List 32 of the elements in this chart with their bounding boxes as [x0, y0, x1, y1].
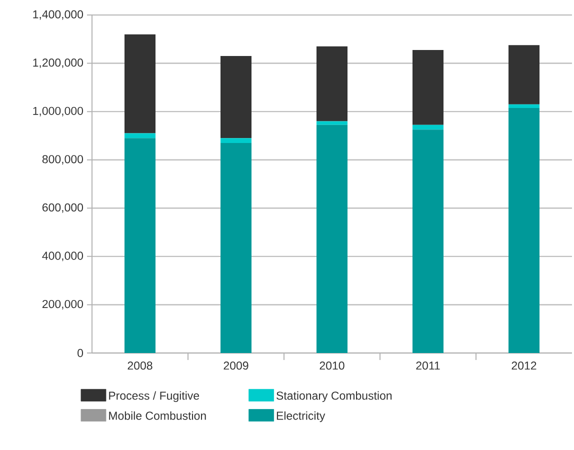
- y-tick-label: 200,000: [42, 300, 84, 310]
- bar: [220, 138, 252, 143]
- y-tick-label: 800,000: [42, 155, 84, 165]
- bar: [508, 45, 540, 104]
- x-tick-label: 2011: [416, 362, 440, 370]
- bar: [124, 34, 156, 134]
- bar: [508, 104, 540, 108]
- y-tick-label: 600,000: [42, 203, 84, 213]
- bar: [220, 142, 252, 353]
- y-tick-label: 1,000,000: [33, 106, 84, 116]
- legend-label: Electricity: [276, 411, 326, 422]
- bar: [508, 108, 540, 353]
- y-tick-label: 0: [78, 348, 84, 358]
- bar: [412, 130, 444, 353]
- bar: [412, 124, 444, 130]
- bar: [124, 138, 156, 353]
- legend-label: Process / Fugitive: [109, 391, 200, 402]
- x-tick-label: 2008: [128, 362, 152, 370]
- y-tick-label: 1,200,000: [33, 58, 84, 68]
- bar: [316, 121, 348, 125]
- y-tick-label: 1,400,000: [33, 10, 84, 20]
- bar: [316, 124, 348, 353]
- bar: [220, 56, 252, 138]
- bar: [124, 133, 156, 138]
- x-tick-label: 2009: [224, 362, 248, 370]
- bar: [412, 50, 444, 125]
- x-tick-label: 2012: [512, 362, 536, 370]
- legend-label: Mobile Combustion: [109, 411, 206, 420]
- bar: [316, 46, 348, 122]
- x-tick-label: 2010: [320, 362, 344, 370]
- y-tick-label: 400,000: [42, 252, 84, 262]
- legend-label: Stationary Combustion: [276, 391, 392, 402]
